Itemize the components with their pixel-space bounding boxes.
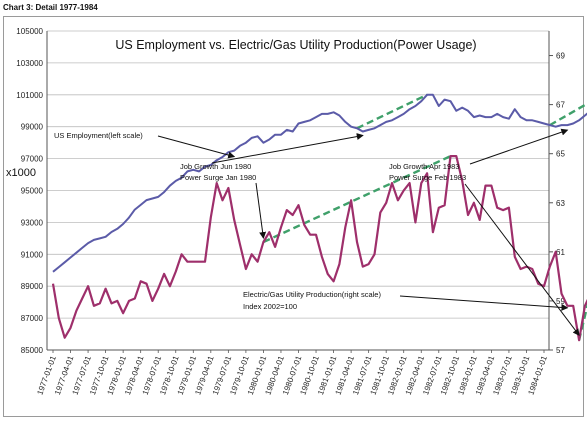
y-axis-right-labels: 57 59 61 63 65 67 69 <box>549 52 565 355</box>
annotation-1983-line1: Job Growth Apr 1983 <box>389 162 459 171</box>
annotation-arrows <box>157 128 580 336</box>
axes <box>46 31 550 351</box>
y-left-tick-label-10: 105000 <box>16 27 43 36</box>
employment-line <box>52 93 587 273</box>
y-left-tick-label-9: 103000 <box>16 59 43 68</box>
y-left-tick-label-4: 93000 <box>21 218 44 227</box>
trend-power-1980 <box>262 155 451 244</box>
trend-employment-1983 <box>549 102 587 127</box>
y-right-tick-label-1: 59 <box>556 297 565 306</box>
y-left-tick-label-7: 99000 <box>21 123 44 132</box>
trend-employment-1980 <box>356 93 428 130</box>
y-left-tick-label-2: 89000 <box>21 282 44 291</box>
y-right-tick-label-4: 65 <box>556 150 565 159</box>
annotation-power-line2: Index 2002=100 <box>243 302 297 311</box>
chart-title: US Employment vs. Electric/Gas Utility P… <box>115 38 476 52</box>
y-right-tick-label-2: 61 <box>556 248 565 257</box>
annotation-1980-line1: Job Growth Jun 1980 <box>180 162 251 171</box>
annotation-power-line1: Electric/Gas Utility Production(right sc… <box>243 290 381 299</box>
arrow-power <box>399 295 569 311</box>
arrow-employment <box>157 135 236 159</box>
arrow-1983-power <box>464 183 580 336</box>
y-axis-left-labels: 85000 87000 89000 91000 93000 95000 97000 99000… <box>16 27 43 355</box>
arrow-1983-employment <box>469 128 569 165</box>
y-left-tick-label-3: 91000 <box>21 250 44 259</box>
y-left-tick-label-6: 97000 <box>21 155 44 164</box>
annotation-1980-line2: Power Surge Jan 1980 <box>180 173 256 182</box>
y-right-tick-label-3: 63 <box>556 199 565 208</box>
series-group <box>51 93 587 342</box>
arrow-1980-employment <box>211 133 364 164</box>
power-production-line <box>51 155 587 342</box>
y-left-tick-label-1: 87000 <box>21 314 44 323</box>
annotation-employment: US Employment(left scale) <box>54 131 143 140</box>
y-left-tick-label-0: 85000 <box>21 346 44 355</box>
arrow-1980-power <box>255 182 267 240</box>
y-unit-label: x1000 <box>6 167 36 179</box>
y-right-tick-label-6: 69 <box>556 52 565 61</box>
y-left-tick-label-5: 95000 <box>21 187 44 196</box>
y-right-tick-label-5: 67 <box>556 101 565 110</box>
trend-lines <box>262 93 587 341</box>
annotation-1983-line2: Power Surge Feb 1983 <box>389 173 466 182</box>
y-right-tick-label-0: 57 <box>556 346 565 355</box>
y-left-tick-label-8: 101000 <box>16 91 43 100</box>
chart-caption: Chart 3: Detail 1977-1984 <box>3 3 98 12</box>
